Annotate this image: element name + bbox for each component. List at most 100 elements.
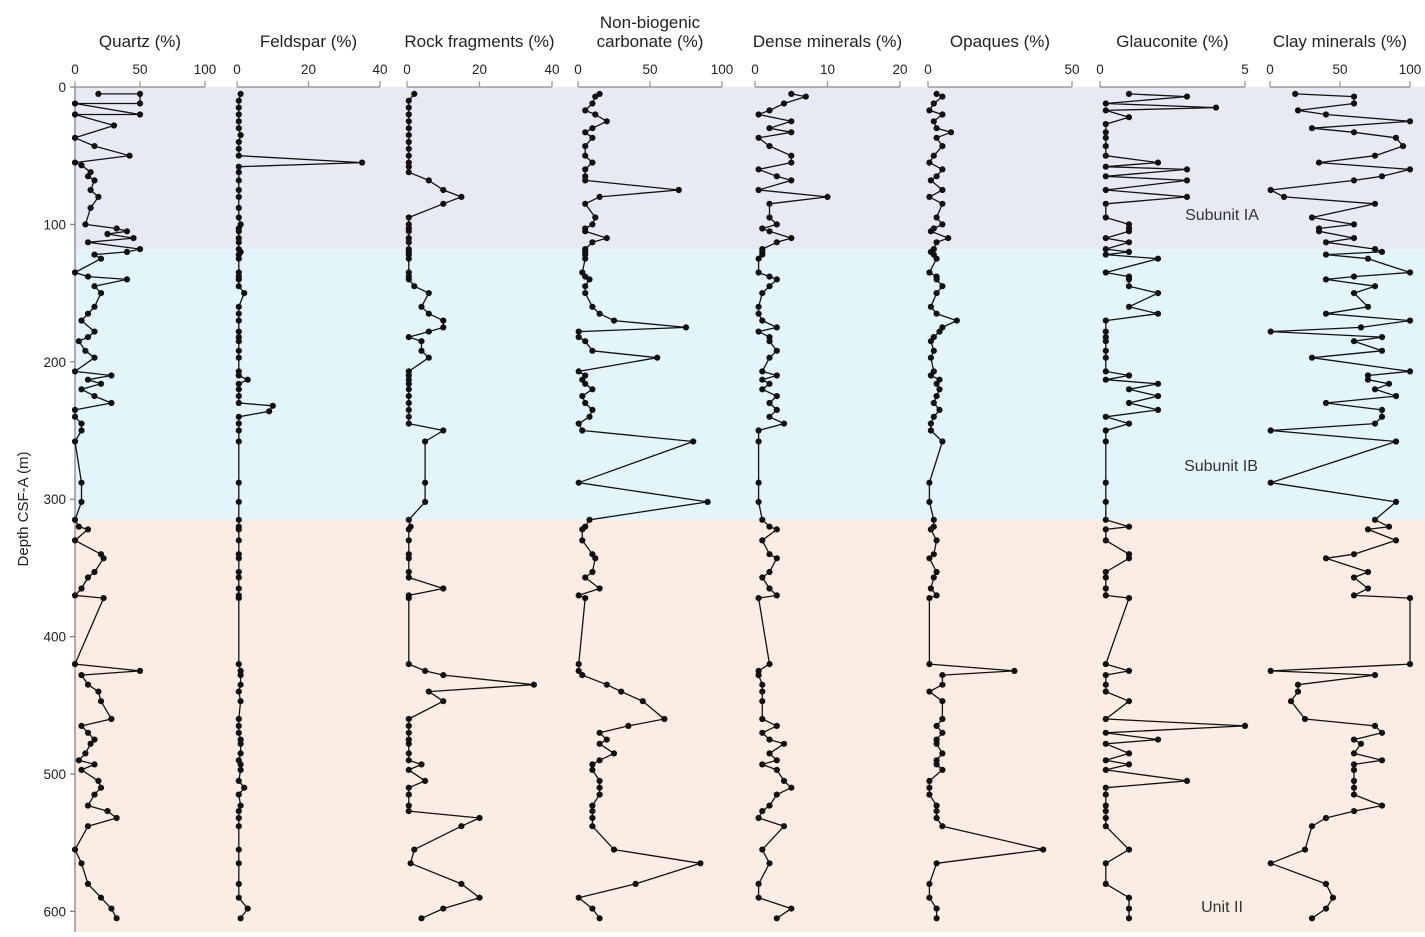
panel-title: Glauconite (%) [1116, 32, 1228, 51]
data-point [97, 784, 105, 791]
data-point [780, 740, 788, 747]
data-point [405, 516, 412, 523]
panel-tick-label: 40 [372, 62, 387, 77]
data-point [425, 688, 432, 695]
data-point [773, 757, 780, 764]
data-point [939, 200, 946, 207]
data-point [1378, 248, 1386, 255]
data-point [1102, 317, 1109, 324]
data-point [766, 283, 773, 290]
data-point [582, 595, 589, 602]
data-point [1154, 736, 1162, 743]
data-point [136, 90, 144, 97]
data-point [235, 328, 242, 335]
data-point [235, 138, 242, 146]
data-point [755, 479, 762, 486]
data-point [927, 427, 935, 434]
data-point [84, 526, 92, 533]
data-point [926, 880, 933, 888]
data-point [1125, 276, 1133, 283]
data-point [235, 555, 242, 562]
data-point [84, 376, 92, 383]
data-point [939, 111, 946, 118]
data-point [788, 152, 795, 159]
data-point [575, 368, 582, 375]
data-point [582, 255, 589, 262]
data-point [582, 399, 589, 407]
data-point [237, 802, 244, 809]
data-point [766, 143, 773, 150]
data-point [589, 406, 596, 413]
data-point [1350, 338, 1358, 345]
data-point [589, 802, 596, 809]
data-point [237, 750, 244, 757]
data-point [933, 905, 940, 912]
data-point [579, 393, 586, 400]
data-point [405, 276, 412, 283]
data-point [1102, 791, 1109, 798]
data-point [71, 134, 79, 141]
data-point [405, 537, 412, 544]
data-point [422, 667, 429, 675]
data-point [235, 688, 242, 695]
data-point [1406, 166, 1414, 173]
data-point [1125, 114, 1133, 121]
data-point [425, 354, 432, 361]
panel-tick-label: 50 [132, 62, 147, 77]
data-point [773, 173, 780, 180]
data-point [123, 228, 131, 235]
data-point [1315, 228, 1323, 235]
data-point [91, 354, 98, 361]
data-point [759, 761, 766, 768]
data-point [759, 225, 766, 232]
data-point [91, 736, 98, 743]
data-point [759, 386, 766, 393]
data-point [422, 438, 429, 445]
data-point [1287, 698, 1295, 705]
data-point [930, 413, 937, 420]
data-point [1350, 273, 1358, 280]
data-point [759, 846, 766, 853]
data-point [575, 420, 582, 427]
data-point [1102, 269, 1109, 276]
data-point [1322, 111, 1330, 118]
data-point [440, 905, 447, 912]
data-point [405, 399, 412, 407]
depth-tick-label: 500 [43, 767, 66, 782]
data-point [1392, 498, 1400, 505]
data-point [930, 100, 937, 107]
data-point [589, 808, 596, 815]
data-point [235, 276, 242, 283]
data-point [927, 177, 935, 184]
data-point [1378, 413, 1386, 420]
data-point [235, 204, 242, 211]
data-point [575, 334, 582, 341]
data-point [755, 427, 762, 434]
data-point [1350, 100, 1358, 107]
data-point [596, 777, 603, 785]
data-point [235, 808, 242, 815]
data-point [596, 310, 603, 317]
data-point [759, 516, 766, 523]
data-point [1102, 688, 1109, 695]
data-point [788, 235, 795, 242]
data-point [110, 122, 118, 129]
data-point [1364, 303, 1372, 310]
data-series-line [408, 93, 535, 919]
data-point [1301, 846, 1309, 853]
data-point [582, 152, 589, 159]
data-point [788, 90, 795, 97]
data-point [1294, 681, 1302, 688]
data-point [237, 766, 244, 774]
data-point [582, 166, 589, 173]
data-point [1102, 368, 1109, 375]
data-point [235, 791, 242, 798]
data-series-line [74, 93, 141, 919]
data-point [91, 393, 98, 400]
data-point [78, 498, 85, 505]
data-point [440, 324, 447, 331]
data-point [108, 399, 115, 407]
data-point [405, 715, 412, 723]
data-point [1102, 592, 1109, 599]
panel-tick-label: 50 [642, 62, 657, 77]
